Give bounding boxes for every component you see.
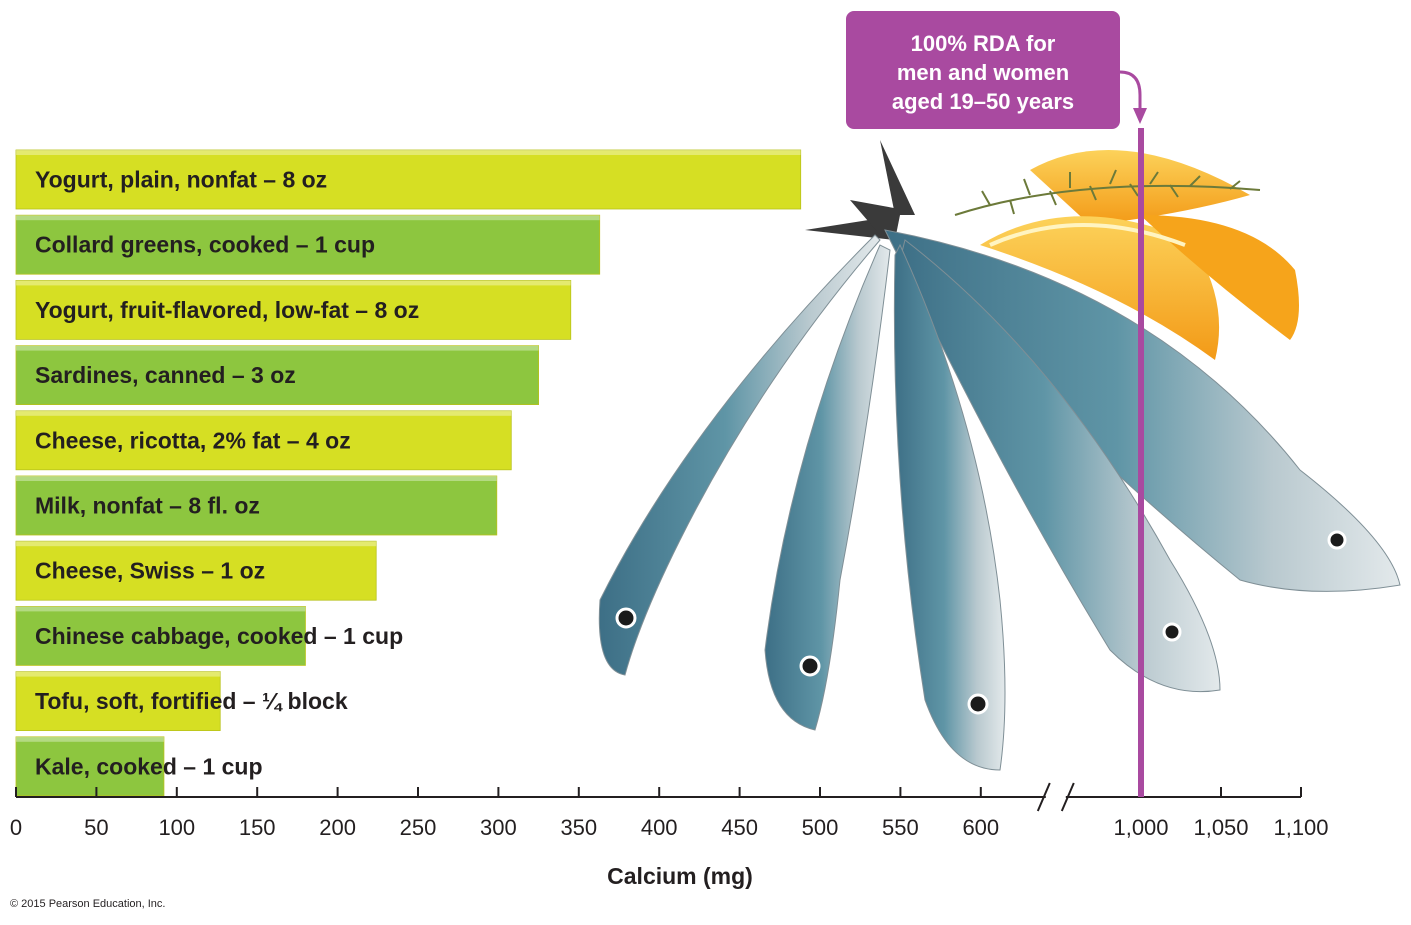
bar — [15, 279, 572, 340]
x-tick-label: 1,050 — [1193, 815, 1248, 840]
bar-label: Tofu, soft, fortified – ¼ block — [35, 688, 348, 714]
rda-reference: 100% RDA for men and women aged 19–50 year… — [846, 11, 1147, 797]
x-tick-label: 600 — [962, 815, 999, 840]
x-tick-label: 200 — [319, 815, 356, 840]
bar — [15, 540, 377, 601]
bar — [15, 736, 165, 797]
bar — [15, 606, 306, 666]
axis-break-mark — [1036, 782, 1075, 812]
bar-label: Kale, cooked – 1 cup — [35, 753, 263, 779]
x-tick-label: 1,100 — [1273, 815, 1328, 840]
rda-callout-label: men and women — [897, 60, 1069, 85]
x-tick-label: 50 — [84, 815, 108, 840]
x-tick-label: 450 — [721, 815, 758, 840]
bar-highlight — [16, 736, 164, 742]
bar-highlight — [16, 345, 539, 351]
sardines-photo — [598, 140, 1401, 771]
bar-label: Yogurt, fruit-flavored, low-fat – 8 oz — [35, 297, 419, 323]
bar-highlight — [16, 410, 512, 416]
x-axis: 0 50 100 150 200 250 300 350 400 450 500 550 600 1,00… — [10, 782, 1329, 840]
bar-highlight — [16, 606, 306, 612]
bar-label: Cheese, ricotta, 2% fat – 4 oz — [35, 427, 351, 453]
fish-eyes — [615, 530, 1347, 715]
bar-label: Sardines, canned – 3 oz — [35, 362, 296, 388]
x-tick-label: 500 — [802, 815, 839, 840]
bar-highlight — [16, 280, 571, 286]
bar-label: Collard greens, cooked – 1 cup — [35, 232, 375, 258]
x-tick-label: 250 — [400, 815, 437, 840]
thyme-sprig — [954, 169, 1261, 216]
x-tick-label: 350 — [560, 815, 597, 840]
bar-label: Yogurt, plain, nonfat – 8 oz — [35, 167, 327, 193]
x-tick-label: 150 — [239, 815, 276, 840]
bar — [15, 345, 539, 406]
x-tick-label: 550 — [882, 815, 919, 840]
x-axis-title: Calcium (mg) — [607, 863, 753, 889]
bar — [15, 214, 601, 275]
bar-label: Milk, nonfat – 8 fl. oz — [35, 493, 260, 519]
bar — [15, 671, 221, 731]
x-tick-label: 0 — [10, 815, 22, 840]
bar-highlight — [16, 215, 600, 221]
x-tick-label: 300 — [480, 815, 517, 840]
lemon-wedges — [980, 150, 1299, 360]
rda-callout-box — [846, 11, 1120, 129]
rda-arrow-icon — [1133, 108, 1147, 124]
x-tick-label: 100 — [158, 815, 195, 840]
bar — [15, 410, 512, 471]
copyright-text: © 2015 Pearson Education, Inc. — [10, 898, 166, 910]
x-tick-label: 400 — [641, 815, 678, 840]
x-tick-label: 1,000 — [1113, 815, 1168, 840]
bar-label: Cheese, Swiss – 1 oz — [35, 558, 265, 584]
fish-tails — [805, 140, 915, 240]
rda-callout-pointer — [1119, 70, 1142, 112]
bar-highlight — [16, 541, 377, 547]
bar-highlight — [16, 671, 221, 677]
rda-callout-label: 100% RDA for — [911, 31, 1056, 56]
bar — [15, 149, 802, 210]
rda-callout-label: aged 19–50 years — [892, 89, 1074, 114]
bar-highlight — [16, 476, 497, 481]
bar — [15, 475, 498, 536]
bars: Yogurt, plain, nonfat – 8 oz Collard gree… — [15, 149, 802, 797]
bar-highlight — [16, 150, 801, 155]
bar-label: Chinese cabbage, cooked – 1 cup — [35, 623, 403, 649]
